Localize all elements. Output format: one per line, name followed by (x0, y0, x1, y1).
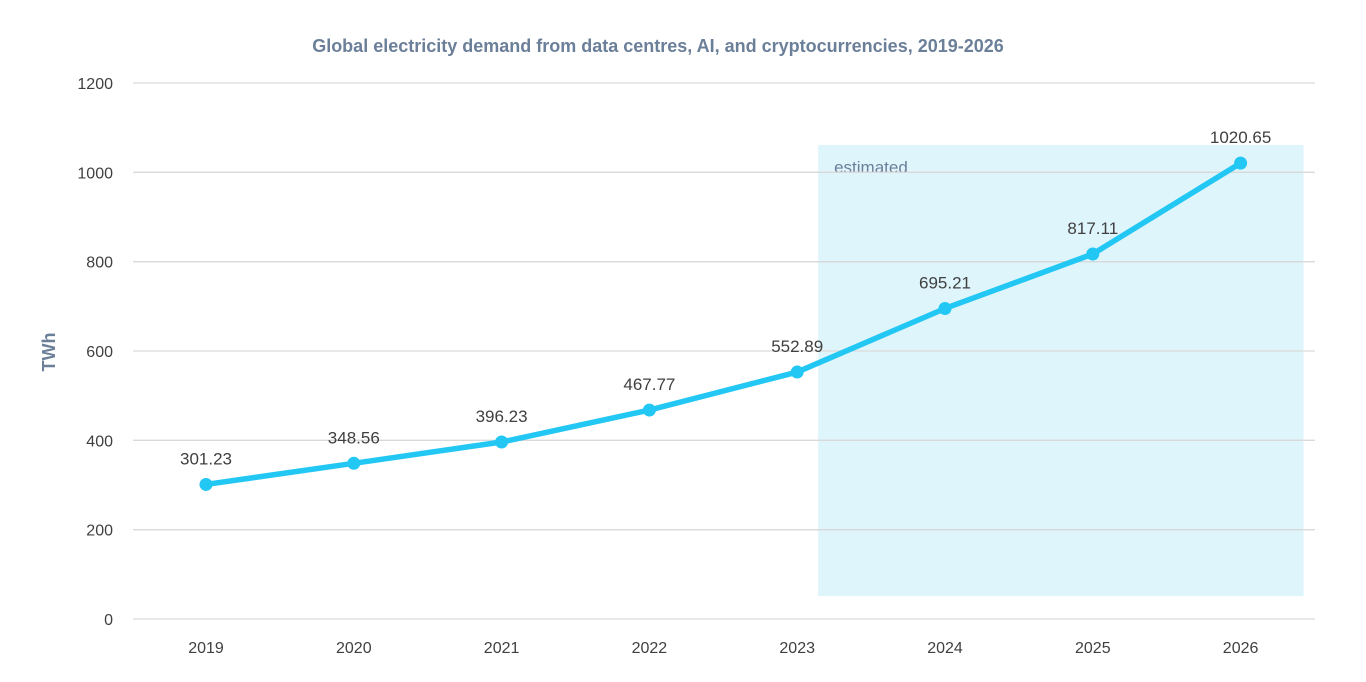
y-tick-label: 800 (86, 255, 113, 272)
chart-title: Global electricity demand from data cent… (312, 36, 1004, 56)
estimated-label: estimated (834, 158, 908, 177)
data-point (790, 365, 804, 379)
data-label: 817.11 (1067, 219, 1118, 238)
data-point (347, 456, 361, 470)
data-point (1234, 156, 1248, 170)
data-point (495, 435, 509, 449)
data-label: 467.77 (623, 375, 675, 394)
x-tick-label: 2022 (632, 640, 668, 657)
y-tick-label: 200 (86, 523, 113, 540)
x-tick-label: 2019 (188, 640, 224, 657)
y-tick-label: 400 (86, 433, 113, 450)
estimated-region-layer: estimated (818, 145, 1304, 596)
data-label: 1020.65 (1210, 128, 1271, 147)
data-point (938, 301, 952, 315)
y-tick-label: 600 (86, 344, 113, 361)
y-axis-label: TWh (39, 333, 59, 372)
y-tick-label: 1200 (77, 76, 113, 93)
x-tick-label: 2025 (1075, 640, 1111, 657)
data-label: 552.89 (771, 337, 823, 356)
series-layer (199, 156, 1248, 491)
data-point (1086, 247, 1100, 261)
data-point (199, 477, 213, 491)
x-tick-label: 2026 (1223, 640, 1259, 657)
y-tick-label: 1000 (77, 165, 113, 182)
data-label: 396.23 (476, 407, 528, 426)
x-tick-label: 2024 (927, 640, 963, 657)
data-label-layer: 301.23 348.56 396.23 467.77 552.89 695.21 817.… (180, 128, 1271, 468)
y-tick-layer: 0 200 400 600 800 1000 1200 (77, 76, 113, 629)
x-tick-label: 2023 (779, 640, 815, 657)
data-label: 348.56 (328, 428, 380, 447)
data-label: 695.21 (919, 273, 971, 292)
y-tick-label: 0 (104, 612, 113, 629)
x-tick-layer: 2019 2020 2021 2022 2023 2024 2025 2026 (188, 640, 1258, 657)
series-line (203, 160, 1244, 488)
estimated-region (818, 145, 1304, 596)
data-point (642, 403, 656, 417)
x-tick-label: 2020 (336, 640, 372, 657)
data-label: 301.23 (180, 449, 232, 468)
grid-layer (133, 82, 1315, 620)
x-tick-label: 2021 (484, 640, 520, 657)
